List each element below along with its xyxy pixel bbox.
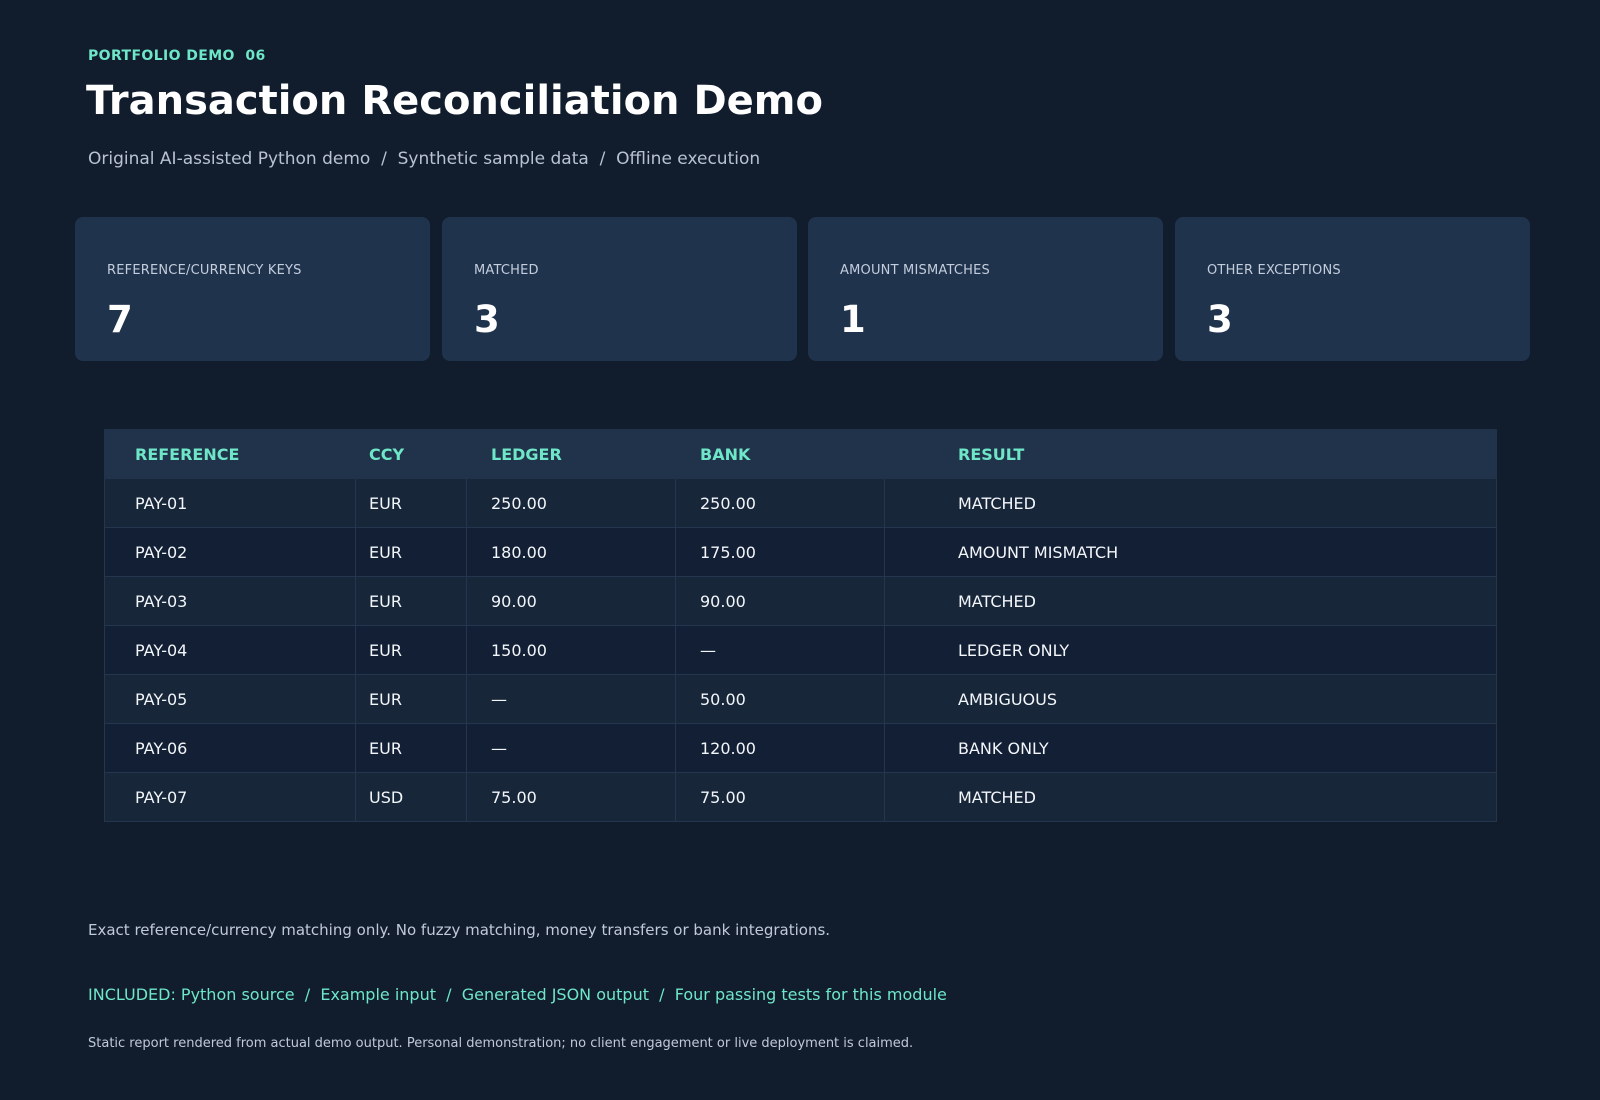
cell-ledger: — <box>466 723 676 773</box>
cell-ccy: EUR <box>355 625 467 675</box>
table-row: PAY-02 EUR 180.00 175.00 AMOUNT MISMATCH <box>104 527 1497 577</box>
page-title: Transaction Reconciliation Demo <box>86 78 823 124</box>
cell-reference: PAY-07 <box>104 772 356 822</box>
stat-card-matched: MATCHED 3 <box>442 217 797 361</box>
cell-bank: 120.00 <box>675 723 885 773</box>
cell-result: AMBIGUOUS <box>884 674 1497 724</box>
cell-reference: PAY-02 <box>104 527 356 577</box>
cell-result: AMOUNT MISMATCH <box>884 527 1497 577</box>
page-subtitle: Original AI-assisted Python demo / Synth… <box>88 149 761 169</box>
stat-value: 3 <box>474 298 500 341</box>
cell-result: LEDGER ONLY <box>884 625 1497 675</box>
stat-value: 1 <box>840 298 866 341</box>
cell-ledger: 150.00 <box>466 625 676 675</box>
cell-ccy: EUR <box>355 527 467 577</box>
cell-ccy: USD <box>355 772 467 822</box>
column-header-ledger: LEDGER <box>466 429 676 479</box>
stat-card-mismatches: AMOUNT MISMATCHES 1 <box>808 217 1163 361</box>
column-header-ccy: CCY <box>355 429 467 479</box>
footer-disclaimer: Static report rendered from actual demo … <box>88 1036 914 1051</box>
cell-ledger: 250.00 <box>466 478 676 528</box>
stats-cards: REFERENCE/CURRENCY KEYS 7 MATCHED 3 AMOU… <box>75 217 1530 361</box>
cell-result: MATCHED <box>884 478 1497 528</box>
cell-result: BANK ONLY <box>884 723 1497 773</box>
reconciliation-table: REFERENCE CCY LEDGER BANK RESULT PAY-01 … <box>104 429 1497 822</box>
column-header-reference: REFERENCE <box>104 429 356 479</box>
column-header-result: RESULT <box>884 429 1497 479</box>
cell-reference: PAY-01 <box>104 478 356 528</box>
cell-bank: 250.00 <box>675 478 885 528</box>
cell-ccy: EUR <box>355 576 467 626</box>
stat-label: AMOUNT MISMATCHES <box>840 263 990 278</box>
included-items: INCLUDED: Python source / Example input … <box>88 985 947 1004</box>
stat-label: MATCHED <box>474 263 539 278</box>
cell-bank: 75.00 <box>675 772 885 822</box>
cell-ccy: EUR <box>355 674 467 724</box>
cell-ledger: 90.00 <box>466 576 676 626</box>
table-row: PAY-04 EUR 150.00 — LEDGER ONLY <box>104 625 1497 675</box>
table-row: PAY-06 EUR — 120.00 BANK ONLY <box>104 723 1497 773</box>
table-row: PAY-05 EUR — 50.00 AMBIGUOUS <box>104 674 1497 724</box>
cell-ledger: 75.00 <box>466 772 676 822</box>
stat-card-keys: REFERENCE/CURRENCY KEYS 7 <box>75 217 430 361</box>
cell-ledger: — <box>466 674 676 724</box>
table-row: PAY-01 EUR 250.00 250.00 MATCHED <box>104 478 1497 528</box>
cell-ccy: EUR <box>355 478 467 528</box>
eyebrow-label: PORTFOLIO DEMO 06 <box>88 48 266 64</box>
cell-reference: PAY-04 <box>104 625 356 675</box>
stat-value: 7 <box>107 298 133 341</box>
cell-bank: 175.00 <box>675 527 885 577</box>
scope-note: Exact reference/currency matching only. … <box>88 921 831 939</box>
cell-reference: PAY-03 <box>104 576 356 626</box>
table-header-row: REFERENCE CCY LEDGER BANK RESULT <box>104 429 1497 479</box>
stat-value: 3 <box>1207 298 1233 341</box>
cell-ccy: EUR <box>355 723 467 773</box>
stat-label: REFERENCE/CURRENCY KEYS <box>107 263 302 278</box>
cell-bank: — <box>675 625 885 675</box>
cell-bank: 90.00 <box>675 576 885 626</box>
cell-result: MATCHED <box>884 772 1497 822</box>
cell-reference: PAY-05 <box>104 674 356 724</box>
stat-card-exceptions: OTHER EXCEPTIONS 3 <box>1175 217 1530 361</box>
cell-bank: 50.00 <box>675 674 885 724</box>
table-row: PAY-07 USD 75.00 75.00 MATCHED <box>104 772 1497 822</box>
table-row: PAY-03 EUR 90.00 90.00 MATCHED <box>104 576 1497 626</box>
cell-result: MATCHED <box>884 576 1497 626</box>
cell-ledger: 180.00 <box>466 527 676 577</box>
stat-label: OTHER EXCEPTIONS <box>1207 263 1341 278</box>
column-header-bank: BANK <box>675 429 885 479</box>
cell-reference: PAY-06 <box>104 723 356 773</box>
